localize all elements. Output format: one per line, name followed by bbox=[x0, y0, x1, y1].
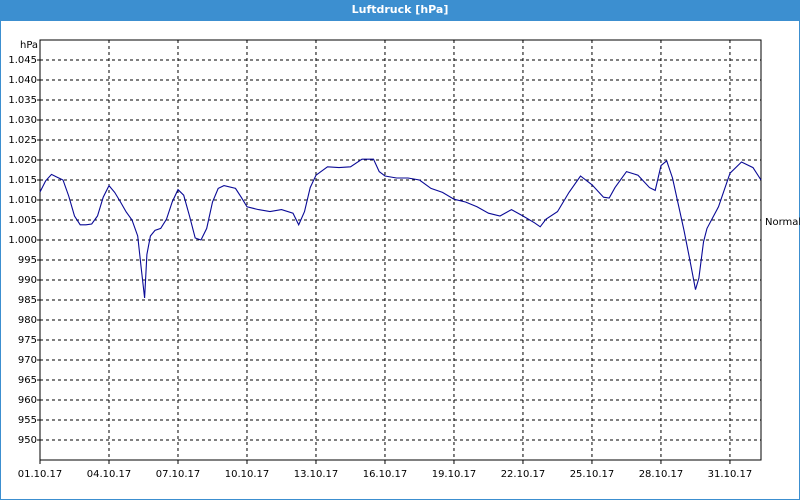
y-tick-label: 985 bbox=[18, 295, 37, 306]
y-tick-label: 960 bbox=[18, 395, 37, 406]
title-bar bbox=[0, 0, 800, 21]
x-tick-label: 13.10.17 bbox=[294, 469, 339, 480]
y-tick-label: 1.010 bbox=[8, 195, 37, 206]
y-tick-label: 1.025 bbox=[8, 135, 37, 146]
x-tick-label: 16.10.17 bbox=[363, 469, 408, 480]
y-tick-label: 965 bbox=[18, 375, 37, 386]
y-tick-label: 1.020 bbox=[8, 155, 37, 166]
x-tick-label: 10.10.17 bbox=[225, 469, 270, 480]
x-tick-label: 19.10.17 bbox=[432, 469, 477, 480]
y-tick-label: 975 bbox=[18, 335, 37, 346]
chart-title: Luftdruck [hPa] bbox=[352, 3, 449, 16]
y-tick-label: 1.040 bbox=[8, 75, 37, 86]
y-axis-label: hPa bbox=[20, 40, 38, 51]
y-tick-label: 1.045 bbox=[8, 55, 37, 66]
y-tick-label: 1.015 bbox=[8, 175, 37, 186]
x-tick-label: 25.10.17 bbox=[570, 469, 615, 480]
data-line bbox=[39, 158, 762, 299]
y-tick-label: 1.000 bbox=[8, 235, 37, 246]
y-tick-label: 970 bbox=[18, 355, 37, 366]
y-tick-label: 1.035 bbox=[8, 95, 37, 106]
y-tick-label: 950 bbox=[18, 435, 37, 446]
y-tick-label: 1.005 bbox=[8, 215, 37, 226]
y-tick-label: 1.030 bbox=[8, 115, 37, 126]
plot-frame bbox=[39, 39, 762, 461]
x-tick-label: 04.10.17 bbox=[87, 469, 132, 480]
x-tick-label: 07.10.17 bbox=[156, 469, 201, 480]
x-tick-label: 31.10.17 bbox=[708, 469, 753, 480]
y-tick-label: 980 bbox=[18, 315, 37, 326]
annotation: Normal bbox=[765, 217, 800, 228]
x-tick-label: 01.10.17 bbox=[18, 469, 63, 480]
x-tick-label: 28.10.17 bbox=[639, 469, 684, 480]
x-tick-label: 22.10.17 bbox=[501, 469, 546, 480]
y-tick-label: 995 bbox=[18, 255, 37, 266]
y-tick-label: 990 bbox=[18, 275, 37, 286]
y-tick-label: 955 bbox=[18, 415, 37, 426]
